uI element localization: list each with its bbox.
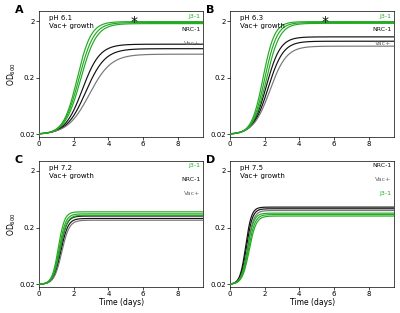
Text: J3-1: J3-1: [379, 191, 391, 196]
Y-axis label: OD$_{600}$: OD$_{600}$: [6, 62, 18, 86]
Text: D: D: [206, 155, 215, 165]
Text: NRC-1: NRC-1: [372, 163, 391, 168]
Text: NRC-1: NRC-1: [181, 28, 200, 33]
Text: Vac+: Vac+: [184, 41, 200, 46]
Text: Vac+: Vac+: [184, 191, 200, 196]
Text: *: *: [131, 15, 138, 29]
Text: NRC-1: NRC-1: [372, 28, 391, 33]
Text: pH 6.1
Vac+ growth: pH 6.1 Vac+ growth: [49, 15, 94, 29]
Text: NRC-1: NRC-1: [181, 177, 200, 182]
Text: Vac+: Vac+: [375, 177, 391, 182]
Text: A: A: [14, 5, 23, 15]
Text: pH 7.5
Vac+ growth: pH 7.5 Vac+ growth: [240, 165, 285, 179]
Text: J3-1: J3-1: [188, 163, 200, 168]
Y-axis label: OD$_{600}$: OD$_{600}$: [6, 212, 18, 236]
X-axis label: Time (days): Time (days): [99, 298, 144, 307]
Text: J3-1: J3-1: [379, 13, 391, 18]
Text: J3-1: J3-1: [188, 13, 200, 18]
Text: C: C: [14, 155, 23, 165]
Text: *: *: [322, 15, 329, 29]
Text: pH 6.3
Vac+ growth: pH 6.3 Vac+ growth: [240, 15, 285, 29]
Text: pH 7.2
Vac+ growth: pH 7.2 Vac+ growth: [49, 165, 94, 179]
Text: B: B: [206, 5, 214, 15]
X-axis label: Time (days): Time (days): [290, 298, 335, 307]
Text: Vac+: Vac+: [375, 41, 391, 46]
